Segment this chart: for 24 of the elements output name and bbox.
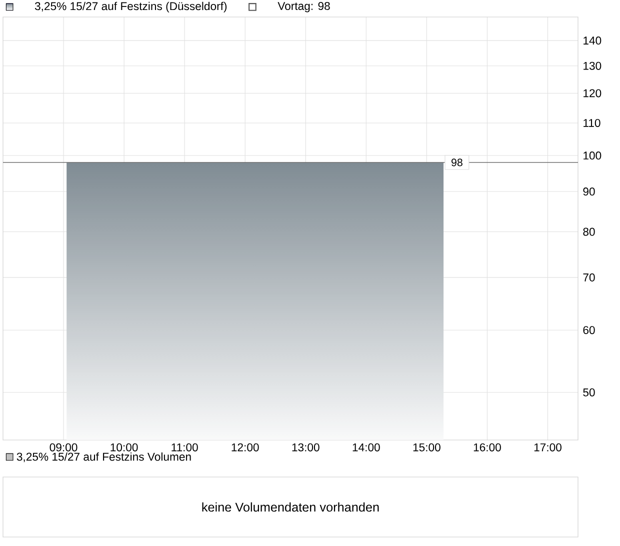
y-tick-label: 120 bbox=[584, 89, 602, 98]
x-tick-label: 10:00 bbox=[110, 443, 138, 452]
legend-label: Vortag: 98 bbox=[278, 2, 330, 12]
y-tick-label: 80 bbox=[583, 228, 595, 236]
x-tick-label: 12:00 bbox=[232, 443, 259, 452]
x-tick-label: 11:00 bbox=[172, 443, 198, 452]
y-tick-label: 130 bbox=[584, 62, 602, 70]
text: keine Volumendaten vorhanden bbox=[202, 502, 379, 512]
x-tick-label: 13:00 bbox=[292, 443, 320, 452]
y-tick-label: 60 bbox=[583, 326, 595, 334]
x-tick-label: 16:00 bbox=[474, 443, 501, 452]
x-tick-label: 09:00 bbox=[50, 443, 78, 452]
y-tick-label: 110 bbox=[584, 118, 600, 127]
x-tick-label: 15:00 bbox=[413, 443, 440, 452]
annotation: 98 bbox=[452, 158, 462, 166]
legend-label: 3,25% 15/27 auf Festzins (Düsseldorf) bbox=[34, 2, 227, 12]
y-tick-label: 90 bbox=[583, 188, 595, 196]
y-tick-label: 100 bbox=[584, 152, 602, 160]
y-tick-label: 70 bbox=[583, 273, 595, 282]
y-tick-label: 140 bbox=[584, 36, 602, 45]
x-tick-label: 17:00 bbox=[534, 443, 562, 452]
x-tick-label: 14:00 bbox=[352, 443, 380, 452]
text: 3,25% 15/27 auf Festzins Volumen bbox=[16, 452, 191, 462]
y-tick-label: 50 bbox=[583, 388, 595, 396]
